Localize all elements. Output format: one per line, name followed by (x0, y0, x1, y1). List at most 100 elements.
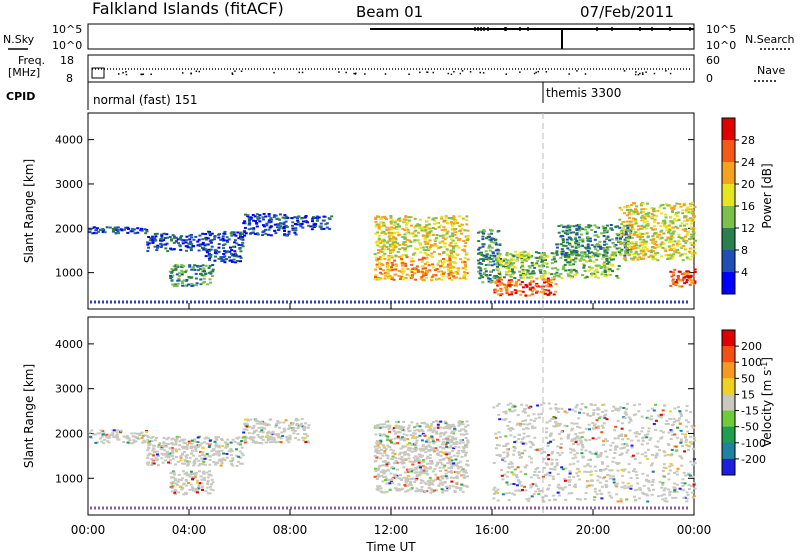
data-cell (262, 218, 265, 221)
data-cell (529, 405, 533, 408)
data-cell (447, 466, 451, 469)
data-cell (173, 237, 177, 240)
data-cell (531, 270, 535, 273)
data-cell (258, 430, 262, 433)
data-cell (564, 225, 568, 228)
nave-point (419, 71, 421, 74)
nave-point (576, 70, 578, 72)
data-cell (488, 274, 492, 277)
data-cell (416, 428, 420, 431)
data-cell (103, 231, 107, 234)
data-cell (465, 272, 469, 275)
data-cell (240, 462, 244, 465)
data-cell (567, 231, 571, 234)
data-cell (522, 274, 526, 277)
colorbar-swatch (722, 184, 735, 207)
data-cell (556, 243, 560, 246)
data-cell (556, 422, 560, 425)
data-cell (604, 230, 608, 233)
data-cell (402, 218, 406, 221)
data-cell (414, 490, 418, 493)
data-cell (482, 254, 486, 257)
data-cell (576, 253, 580, 255)
data-cell (407, 469, 411, 472)
data-cell (515, 290, 519, 293)
data-cell (242, 431, 246, 434)
data-cell (124, 435, 128, 438)
data-cell (508, 420, 512, 423)
data-cell (522, 410, 526, 413)
data-cell (243, 234, 247, 237)
data-cell (152, 444, 156, 447)
nave-point (190, 73, 192, 75)
data-cell (314, 216, 317, 219)
data-cell (296, 427, 300, 429)
data-cell (496, 265, 499, 268)
data-cell (391, 264, 395, 266)
data-cell (453, 257, 457, 259)
data-cell (403, 243, 407, 246)
data-cell (464, 425, 468, 428)
data-cell (551, 450, 555, 453)
data-cell (619, 231, 623, 234)
data-cell (513, 266, 517, 269)
data-cell (406, 228, 410, 231)
data-cell (382, 241, 386, 244)
data-cell (462, 248, 466, 251)
data-cell (506, 475, 510, 478)
data-cell (419, 466, 423, 469)
nave-point (118, 73, 120, 75)
data-cell (190, 276, 194, 279)
data-cell (196, 441, 200, 444)
data-cell (593, 465, 597, 468)
data-cell (535, 448, 539, 451)
data-cell (276, 434, 280, 437)
data-cell (664, 254, 668, 257)
data-cell (156, 450, 160, 453)
data-cell (128, 439, 132, 442)
data-cell (492, 406, 496, 409)
data-cell (539, 271, 543, 274)
data-cell (440, 488, 444, 491)
data-cell (430, 435, 434, 438)
data-cell (497, 271, 501, 273)
data-cell (164, 243, 168, 246)
data-cell (578, 239, 582, 242)
data-cell (585, 486, 589, 489)
data-cell (459, 440, 463, 443)
data-cell (303, 437, 307, 440)
data-cell (647, 417, 651, 420)
data-cell (614, 445, 618, 448)
data-cell (509, 253, 513, 256)
data-cell (627, 235, 631, 238)
data-cell (393, 452, 397, 455)
data-cell (647, 255, 651, 258)
data-cell (557, 274, 560, 277)
data-cell (148, 440, 152, 443)
data-cell (293, 430, 297, 432)
data-cell (443, 245, 447, 248)
data-cell (548, 474, 552, 477)
data-cell (446, 423, 450, 426)
data-cell (581, 240, 585, 243)
data-cell (451, 245, 455, 248)
data-cell (151, 241, 155, 244)
data-cell (385, 463, 389, 466)
data-cell (449, 273, 453, 276)
data-cell (605, 439, 609, 442)
data-cell (438, 459, 442, 462)
data-cell (466, 258, 470, 261)
data-cell (498, 418, 502, 421)
data-cell (431, 256, 435, 258)
data-cell (674, 445, 678, 448)
data-cell (415, 448, 419, 451)
data-cell (230, 463, 233, 466)
data-cell (690, 237, 694, 240)
data-cell (384, 475, 388, 478)
data-cell (631, 242, 635, 245)
data-cell (668, 257, 672, 260)
data-cell (543, 466, 547, 469)
nave-point (447, 72, 450, 75)
data-cell (431, 490, 435, 493)
